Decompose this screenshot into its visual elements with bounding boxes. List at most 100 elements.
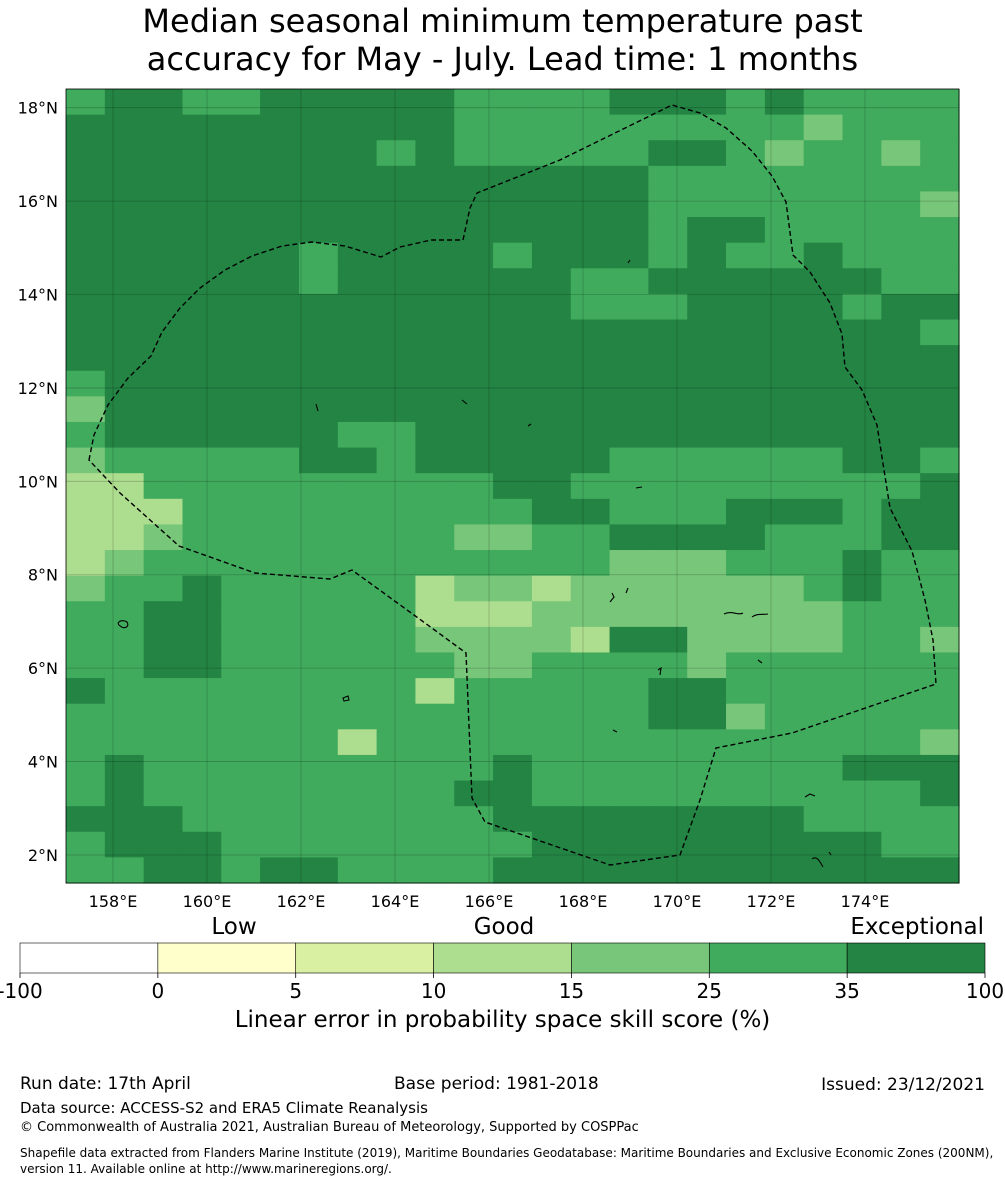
skill-cell bbox=[376, 780, 417, 807]
skill-cell bbox=[687, 319, 727, 346]
skill-cell bbox=[104, 140, 145, 167]
skill-cell bbox=[454, 524, 494, 551]
skill-cell bbox=[221, 191, 261, 218]
skill-cell bbox=[182, 447, 222, 474]
skill-cell bbox=[803, 550, 844, 577]
skill-cell bbox=[920, 806, 960, 833]
skill-cell bbox=[609, 550, 649, 577]
skill-cell bbox=[221, 857, 261, 884]
skill-cell bbox=[415, 319, 455, 346]
skill-cell bbox=[415, 498, 455, 526]
skill-cell bbox=[493, 140, 533, 167]
skill-cell bbox=[182, 703, 222, 730]
skill-cell bbox=[609, 140, 649, 167]
skill-cell bbox=[182, 729, 222, 756]
skill-cell bbox=[221, 140, 261, 167]
skill-cell bbox=[648, 678, 688, 705]
skill-cell bbox=[260, 754, 300, 782]
skill-cell bbox=[337, 345, 378, 372]
skill-cell bbox=[531, 473, 572, 500]
skill-cell bbox=[104, 729, 145, 756]
skill-cell bbox=[609, 217, 649, 244]
skill-cell bbox=[570, 652, 611, 679]
skill-cell bbox=[260, 447, 300, 474]
skill-cell bbox=[881, 293, 921, 321]
skill-cell bbox=[337, 421, 378, 449]
skill-cell bbox=[104, 806, 145, 833]
island bbox=[612, 729, 618, 733]
skill-cell bbox=[764, 831, 805, 858]
skill-cell bbox=[764, 703, 805, 730]
skill-cell bbox=[570, 217, 611, 244]
skill-cell bbox=[687, 396, 727, 423]
skill-cell bbox=[687, 140, 727, 167]
skill-cell bbox=[648, 165, 688, 193]
skill-cell bbox=[221, 729, 261, 756]
skill-cell bbox=[531, 114, 572, 141]
skill-cell bbox=[570, 780, 611, 807]
skill-cell bbox=[454, 754, 494, 782]
skill-cell bbox=[454, 550, 494, 577]
skill-cell bbox=[842, 806, 882, 833]
skill-cell bbox=[842, 114, 882, 141]
skill-cell bbox=[726, 626, 766, 654]
skill-cell bbox=[221, 626, 261, 654]
skill-cell bbox=[842, 140, 882, 167]
skill-cell bbox=[920, 293, 960, 321]
skill-cell bbox=[376, 806, 417, 833]
skill-cell bbox=[104, 421, 145, 449]
skill-cell bbox=[66, 729, 106, 756]
skill-cell bbox=[337, 806, 378, 833]
skill-cell bbox=[260, 857, 300, 884]
skill-cell bbox=[570, 293, 611, 321]
skill-cell bbox=[415, 550, 455, 577]
skill-cell bbox=[298, 780, 339, 807]
skill-cell bbox=[221, 370, 261, 397]
latitude-tick-label: 16°N bbox=[18, 192, 58, 211]
skill-cell bbox=[415, 575, 455, 602]
skill-cell bbox=[803, 293, 844, 321]
skill-cell bbox=[143, 396, 184, 423]
skill-cell bbox=[260, 575, 300, 602]
skill-cell bbox=[337, 268, 378, 295]
skill-cell bbox=[531, 857, 572, 884]
skill-cell bbox=[182, 754, 222, 782]
skill-cell bbox=[298, 370, 339, 397]
skill-cell bbox=[415, 293, 455, 321]
skill-cell bbox=[454, 89, 494, 116]
skill-cell bbox=[920, 345, 960, 372]
skill-cell bbox=[609, 601, 649, 628]
skill-cell bbox=[493, 729, 533, 756]
skill-cell bbox=[337, 165, 378, 193]
skill-cell bbox=[104, 626, 145, 654]
skill-cell bbox=[182, 831, 222, 858]
skill-cell bbox=[648, 421, 688, 449]
skill-cell bbox=[609, 729, 649, 756]
skill-cell bbox=[648, 114, 688, 141]
skill-cell bbox=[609, 191, 649, 218]
skill-cell bbox=[920, 165, 960, 193]
skill-cell bbox=[803, 242, 844, 269]
skill-cell bbox=[337, 780, 378, 807]
skill-cell bbox=[570, 421, 611, 449]
skill-cell bbox=[104, 191, 145, 218]
skill-cell bbox=[493, 626, 533, 654]
skill-cell bbox=[842, 421, 882, 449]
skill-cell bbox=[182, 575, 222, 602]
skill-cell bbox=[260, 626, 300, 654]
skill-cell bbox=[260, 652, 300, 679]
skill-cell bbox=[415, 345, 455, 372]
skill-cell bbox=[298, 268, 339, 295]
skill-cell bbox=[842, 268, 882, 295]
skill-cell bbox=[570, 140, 611, 167]
skill-cell bbox=[803, 857, 844, 884]
skill-cell bbox=[143, 831, 184, 858]
skill-cell bbox=[143, 575, 184, 602]
island bbox=[757, 659, 763, 664]
skill-cell bbox=[298, 601, 339, 628]
skill-cell bbox=[726, 396, 766, 423]
skill-cell bbox=[415, 217, 455, 244]
skill-cell bbox=[493, 524, 533, 551]
skill-cell bbox=[376, 345, 417, 372]
skill-cell bbox=[454, 678, 494, 705]
